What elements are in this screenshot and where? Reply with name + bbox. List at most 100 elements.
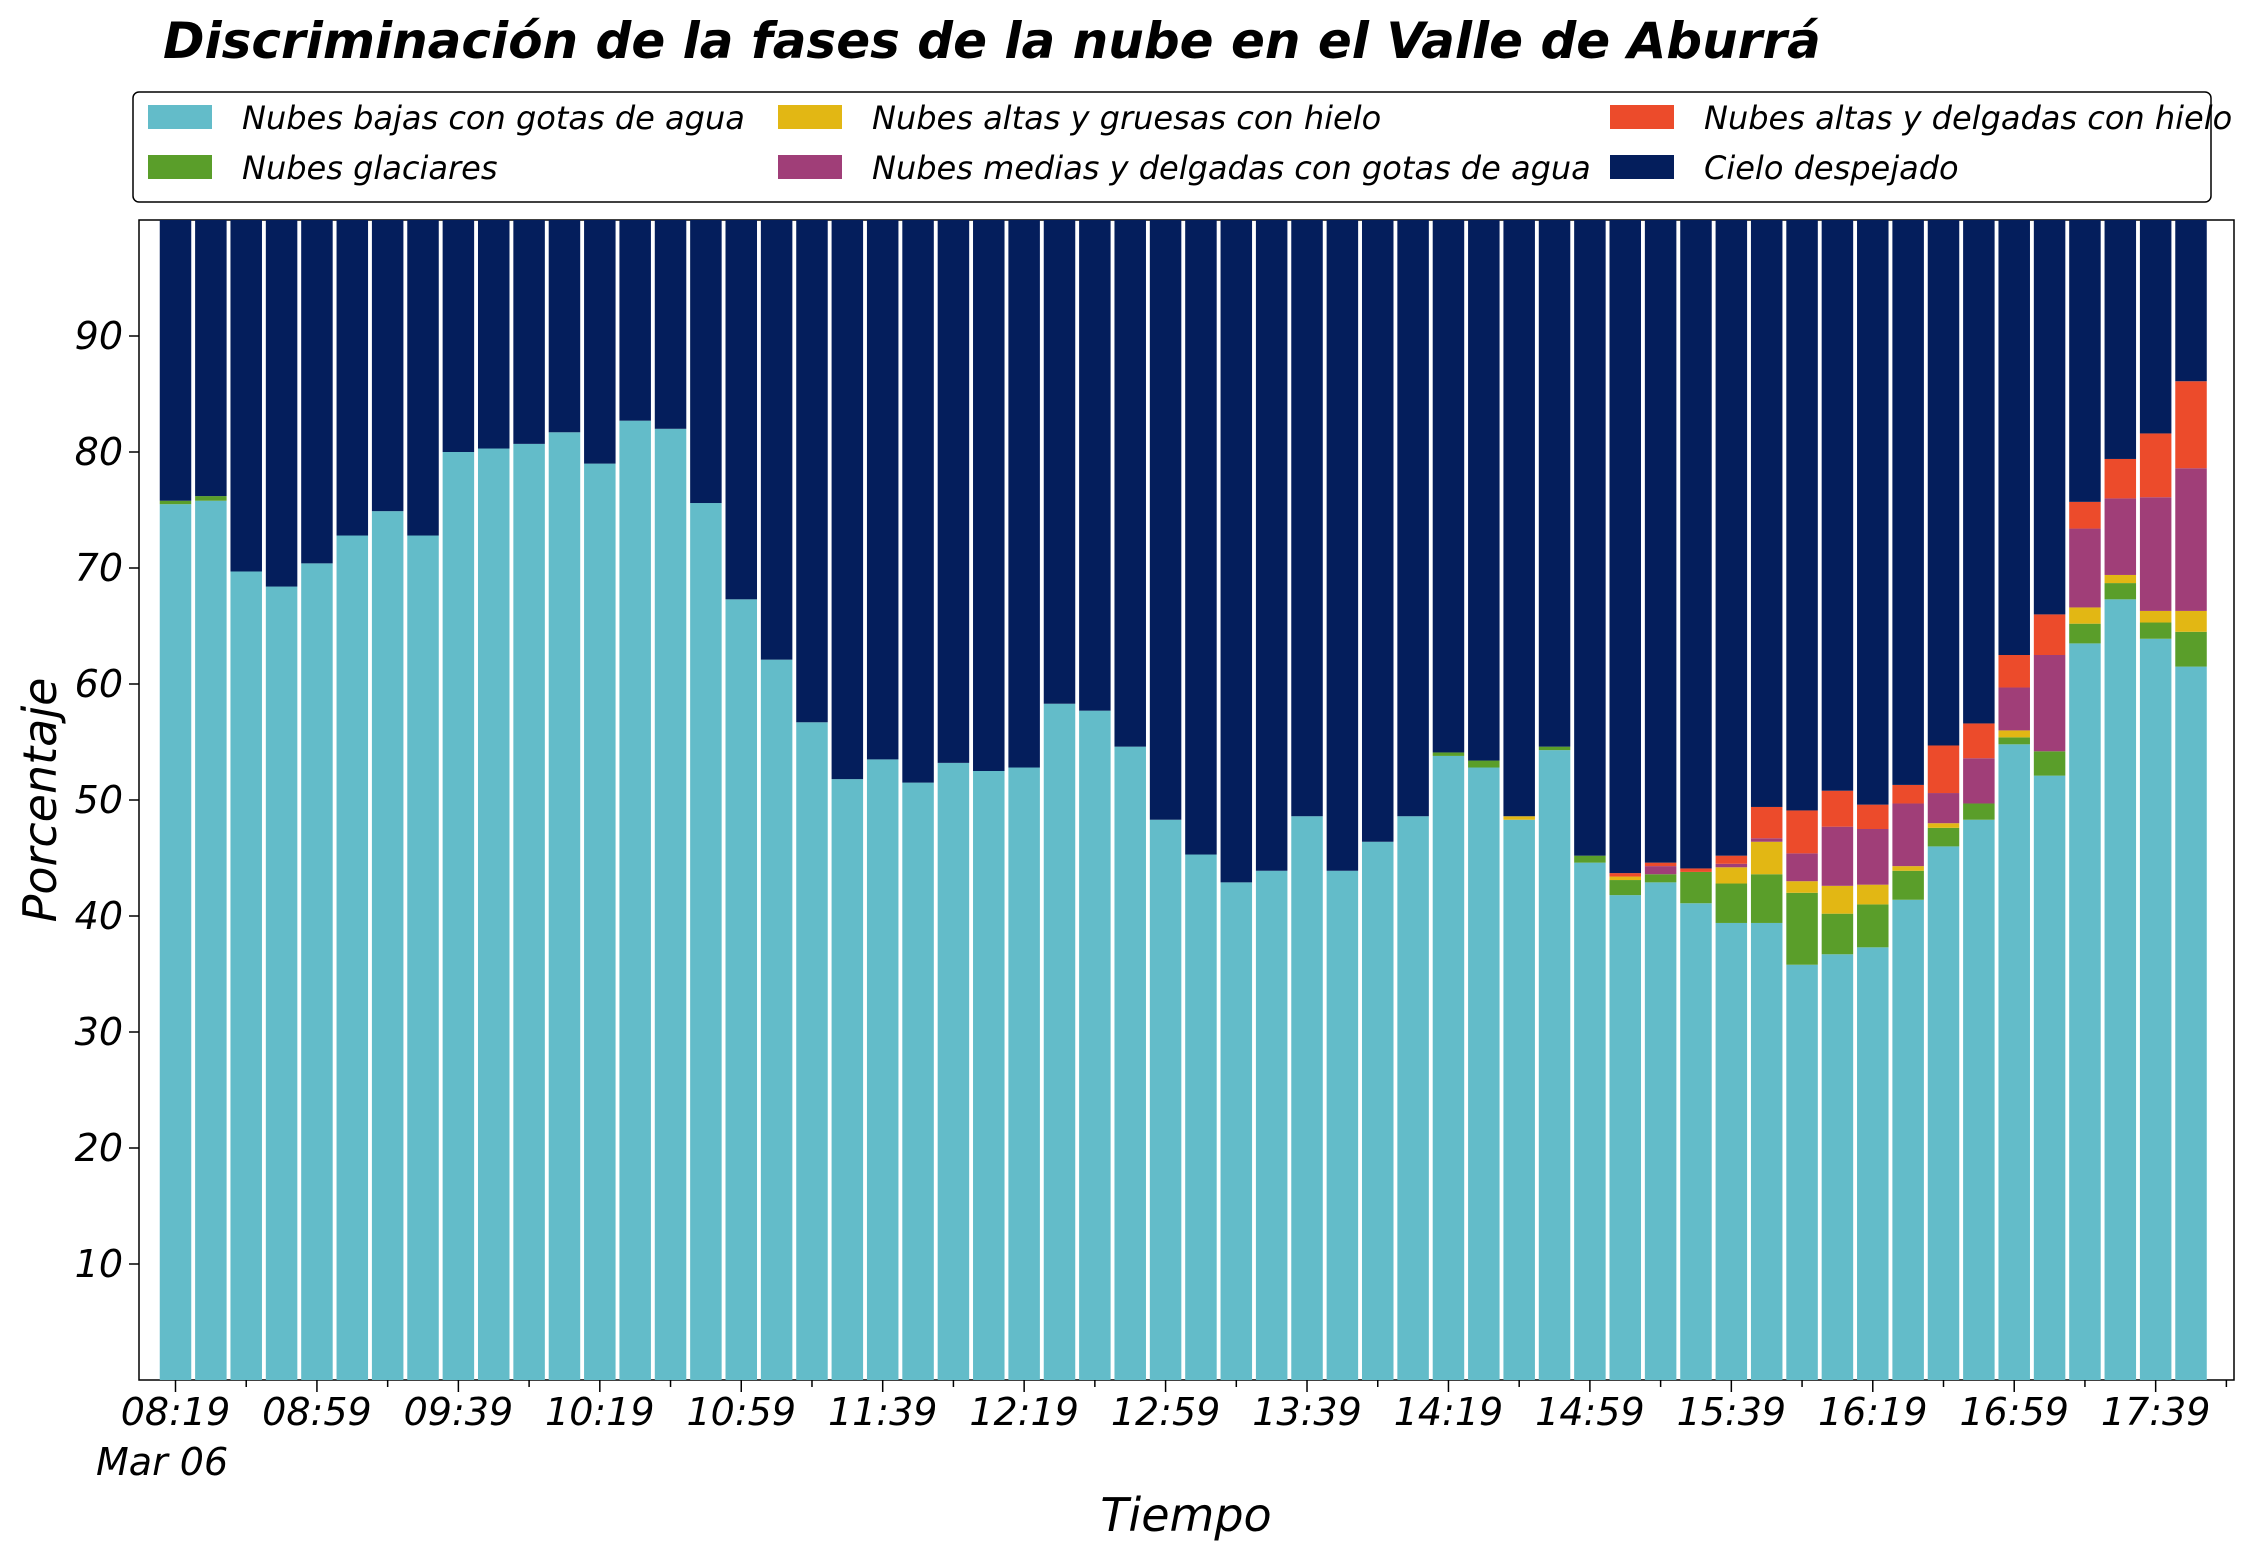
bar-segment-1-12:19 <box>1008 767 1040 1380</box>
bar-segment-4-17:19 <box>2069 528 2101 608</box>
bar-segment-1-15:19 <box>1644 882 1677 1380</box>
bar-segment-3-15:59 <box>1786 881 1818 893</box>
legend: Nubes bajas con gotas de agua Nubes glaci… <box>132 91 2232 203</box>
bar-segment-5-15:39 <box>1715 855 1748 864</box>
bar-segment-2-14:19 <box>1432 752 1465 756</box>
bar-segment-6-15:59 <box>1786 220 1818 811</box>
bar-segment-6-15:49 <box>1750 220 1783 807</box>
bar-segment-1-16:29 <box>1892 899 1924 1380</box>
bar-segment-5-16:09 <box>1821 790 1854 827</box>
bar-segment-1-11:29 <box>831 779 864 1380</box>
bar-segment-4-15:19 <box>1644 866 1677 875</box>
bar-segment-1-09:09 <box>336 535 369 1380</box>
x-tick-label: 13:39 <box>1252 1390 1362 1434</box>
bar-segment-6-13:29 <box>1255 220 1288 871</box>
bar-segment-3-16:29 <box>1892 866 1924 871</box>
bar-segment-5-17:39 <box>2139 433 2172 498</box>
bar-segment-6-08:49 <box>265 220 298 587</box>
bar-segment-5-15:19 <box>1644 862 1677 867</box>
bar-segment-2-15:49 <box>1750 874 1783 923</box>
bar-segment-1-13:29 <box>1255 870 1288 1380</box>
bar-segment-2-17:39 <box>2139 622 2172 639</box>
y-axis: 10 20 30 40 50 60 70 80 90 <box>75 314 139 1286</box>
bar-segment-5-17:09 <box>2033 614 2066 655</box>
bar-segment-6-09:19 <box>371 220 404 512</box>
chart-title: Discriminación de la fases de la nube en… <box>163 12 1821 70</box>
bar-segment-1-09:39 <box>442 452 475 1380</box>
bar-segment-5-17:49 <box>2175 381 2207 469</box>
legend-label: Nubes bajas con gotas de agua <box>242 99 745 137</box>
bar-segment-6-17:19 <box>2069 220 2101 502</box>
bar-segment-5-15:59 <box>1786 810 1818 854</box>
y-tick-label: 70 <box>75 546 123 590</box>
legend-label: Nubes altas y gruesas con hielo <box>872 99 1381 137</box>
bar-segment-3-17:49 <box>2175 610 2207 632</box>
bar-segment-6-10:39 <box>654 220 687 429</box>
bar-segment-1-11:59 <box>937 762 970 1380</box>
bar-segment-2-17:19 <box>2069 623 2101 644</box>
bar-segment-4-16:09 <box>1821 826 1854 886</box>
bar-segment-1-09:49 <box>477 448 510 1380</box>
bar-segment-1-17:39 <box>2139 638 2172 1380</box>
bar-segment-1-08:39 <box>230 571 262 1380</box>
legend-frame <box>132 91 2212 203</box>
bar-segment-1-12:59 <box>1149 819 1182 1380</box>
legend-swatch <box>778 105 842 129</box>
bar-segment-6-11:09 <box>760 220 793 660</box>
bar-segment-1-13:59 <box>1361 841 1394 1380</box>
bar-segment-4-17:29 <box>2104 498 2137 575</box>
bar-segment-1-08:49 <box>265 586 298 1380</box>
legend-label: Nubes altas y delgadas con hielo <box>1704 99 2232 137</box>
bar-segment-1-14:39 <box>1503 819 1535 1380</box>
bar-segment-1-14:29 <box>1468 767 1500 1380</box>
bar-segment-6-13:19 <box>1220 220 1253 883</box>
bar-segment-4-16:29 <box>1892 803 1924 867</box>
bar-segment-2-15:39 <box>1715 883 1748 923</box>
bar-segment-1-14:59 <box>1574 862 1606 1380</box>
bar-segment-6-17:29 <box>2104 220 2137 459</box>
bar-segment-6-09:59 <box>513 220 545 444</box>
bar-segment-1-11:49 <box>902 782 934 1380</box>
bar-segment-1-10:59 <box>725 599 758 1380</box>
y-tick-label: 30 <box>75 1010 123 1054</box>
bar-segment-6-12:09 <box>973 220 1005 771</box>
bar-segment-6-16:59 <box>1998 220 2030 655</box>
bar-segment-4-15:39 <box>1715 863 1748 868</box>
bar-segment-5-16:59 <box>1998 655 2030 688</box>
y-tick-label: 80 <box>75 430 123 474</box>
bar-segment-1-09:59 <box>513 443 545 1380</box>
bar-segment-5-16:49 <box>1963 723 1995 759</box>
bar-segment-6-11:39 <box>866 220 899 760</box>
bar-segment-1-10:39 <box>654 428 687 1380</box>
bar-segment-4-17:49 <box>2175 468 2207 611</box>
bar-segment-6-12:29 <box>1043 220 1076 704</box>
bar-segment-5-17:29 <box>2104 458 2137 499</box>
x-axis-label: Tiempo <box>1100 1488 1271 1542</box>
x-tick-label: 09:39 <box>404 1390 514 1434</box>
legend-swatch <box>1610 155 1674 179</box>
bar-segment-6-14:29 <box>1468 220 1500 761</box>
bar-segment-2-16:09 <box>1821 913 1854 955</box>
x-tick-label: 17:39 <box>2101 1390 2211 1434</box>
bar-segment-5-16:19 <box>1857 804 1889 829</box>
bar-segment-2-15:19 <box>1644 874 1677 883</box>
bar-segment-1-10:19 <box>584 463 616 1381</box>
bar-segment-6-10:49 <box>690 220 722 504</box>
bar-segment-1-13:39 <box>1291 816 1323 1380</box>
bar-segment-1-15:09 <box>1609 895 1642 1380</box>
bar-segment-6-10:09 <box>548 220 581 433</box>
bar-segment-1-14:19 <box>1432 755 1465 1380</box>
bar-segment-3-16:39 <box>1927 823 1960 828</box>
bar-segment-6-17:09 <box>2033 220 2066 615</box>
bar-segment-5-16:39 <box>1927 745 1960 794</box>
bar-segment-1-12:29 <box>1043 703 1076 1380</box>
x-tick-label: 08:59 <box>262 1390 372 1434</box>
bar-segment-2-16:19 <box>1857 904 1889 948</box>
bar-segment-1-09:29 <box>407 535 439 1380</box>
bar-segment-1-12:09 <box>973 771 1005 1380</box>
bar-segment-3-17:19 <box>2069 607 2101 624</box>
bar-segment-2-15:59 <box>1786 892 1818 965</box>
bar-segment-6-16:19 <box>1857 220 1889 805</box>
x-tick-label: 16:19 <box>1818 1390 1928 1434</box>
bar-segment-1-16:19 <box>1857 947 1889 1380</box>
